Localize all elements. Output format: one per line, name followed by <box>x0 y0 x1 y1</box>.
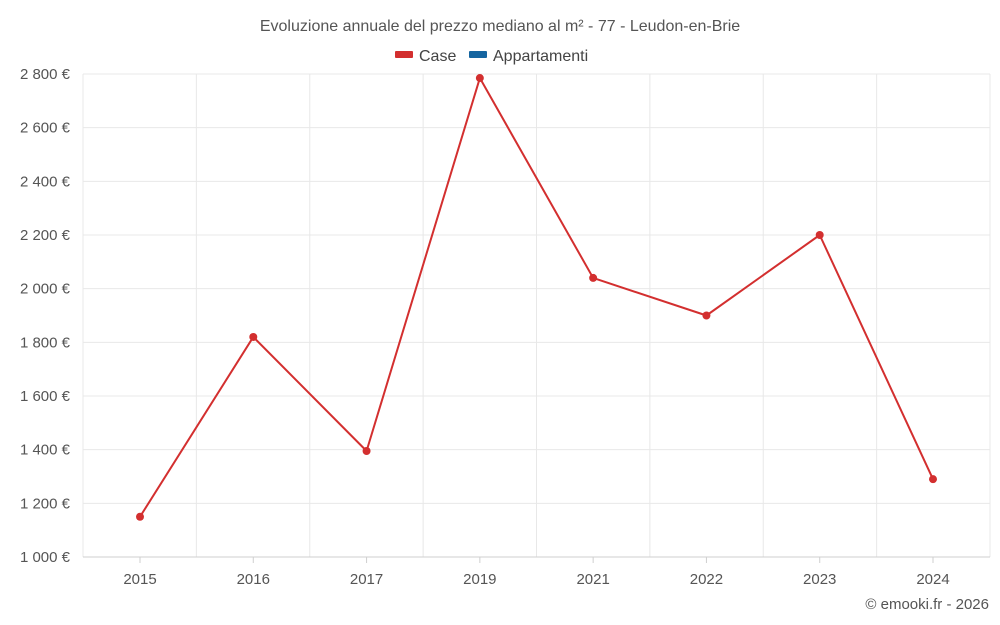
x-tick-label: 2017 <box>350 571 383 588</box>
y-tick-label: 1 800 € <box>20 334 71 351</box>
chart-title: Evoluzione annuale del prezzo mediano al… <box>260 18 740 35</box>
x-tick-label: 2021 <box>576 571 609 588</box>
data-point[interactable] <box>702 311 711 320</box>
legend-label-appartamenti[interactable]: Appartamenti <box>493 48 588 65</box>
x-tick-label: 2022 <box>690 571 723 588</box>
legend-label-case[interactable]: Case <box>419 48 456 65</box>
x-gridlines <box>82 74 991 557</box>
series-line-case <box>139 77 934 518</box>
x-tick-label: 2024 <box>916 571 949 588</box>
y-tick-label: 2 600 € <box>20 120 71 137</box>
y-tick-label: 1 600 € <box>20 388 71 405</box>
data-point[interactable] <box>136 512 144 521</box>
data-point[interactable] <box>249 332 258 341</box>
y-tick-label: 2 000 € <box>20 281 71 298</box>
data-point[interactable] <box>475 74 484 83</box>
x-tick-label: 2019 <box>463 571 496 588</box>
x-tick-label: 2015 <box>123 571 156 588</box>
x-axis-ticks: 2015 2016 2017 2019 2021 2022 2023 2024 <box>123 557 950 588</box>
x-tick-label: 2023 <box>803 571 836 588</box>
y-tick-label: 1 400 € <box>20 442 71 459</box>
y-tick-label: 1 200 € <box>20 495 71 512</box>
y-tick-label: 1 000 € <box>20 549 71 566</box>
data-point[interactable] <box>362 447 371 456</box>
data-point[interactable] <box>929 475 937 484</box>
y-axis-ticks: 1 000 € 1 200 € 1 400 € 1 600 € 1 800 € 2 000… <box>20 66 71 566</box>
legend-swatch-case[interactable] <box>395 51 413 58</box>
legend: Case Appartamenti <box>395 48 588 65</box>
credit-text: © emooki.fr - 2026 <box>865 596 989 613</box>
data-point[interactable] <box>589 273 598 282</box>
series-layer <box>136 74 937 521</box>
x-tick-label: 2016 <box>237 571 270 588</box>
legend-swatch-appartamenti[interactable] <box>469 51 487 58</box>
y-tick-label: 2 200 € <box>20 227 71 244</box>
data-point[interactable] <box>815 231 824 239</box>
y-tick-label: 2 400 € <box>20 173 71 190</box>
y-tick-label: 2 800 € <box>20 66 71 83</box>
